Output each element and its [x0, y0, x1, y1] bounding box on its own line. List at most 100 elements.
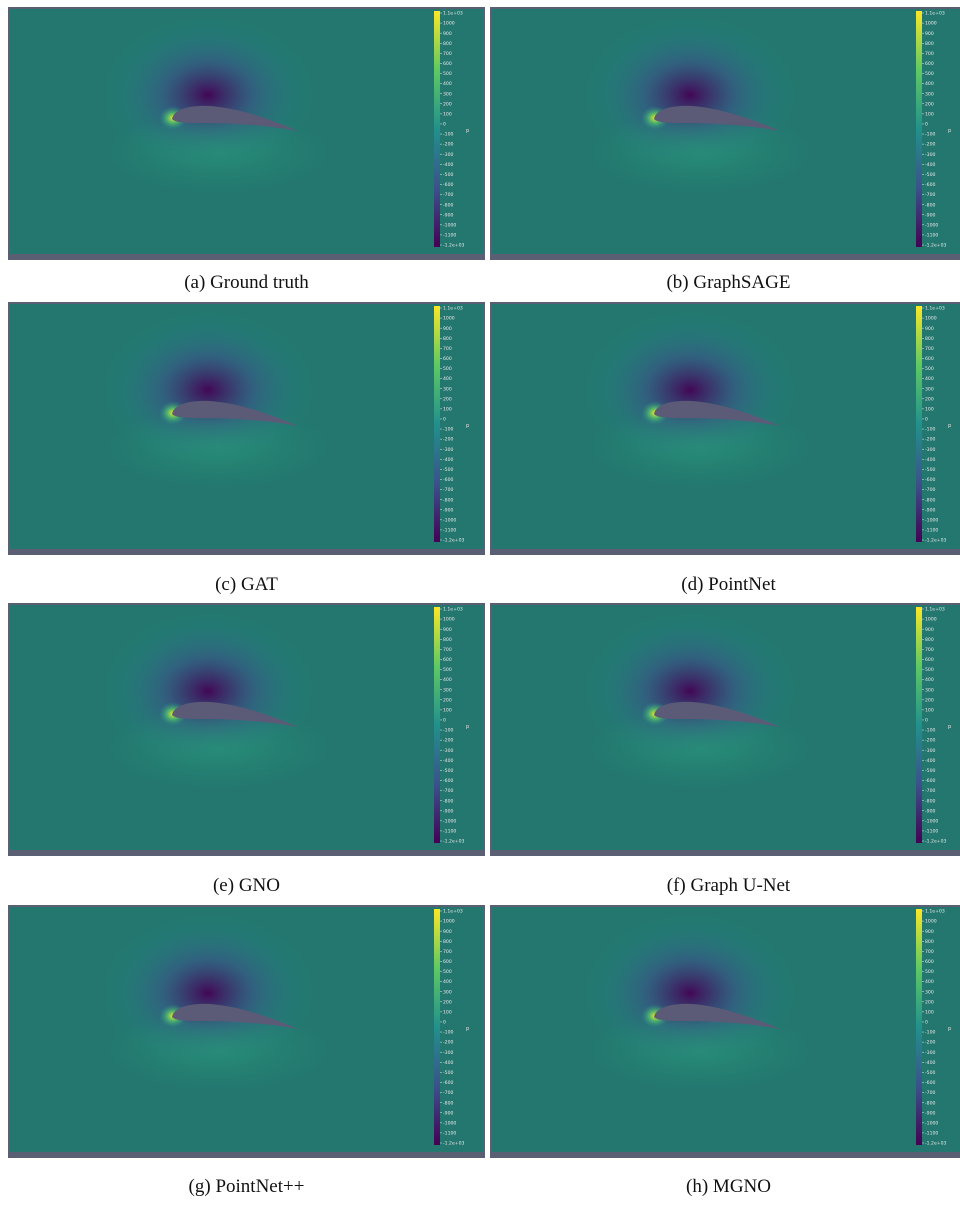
- pressure-field-plot: 1.1e+0310009008007006005004003002001000-…: [490, 7, 960, 260]
- colorbar-tick-label: 1.1e+03: [925, 306, 945, 312]
- colorbar-tick-label: 700: [443, 949, 452, 955]
- airfoil-shape: [654, 105, 780, 131]
- colorbar-tick-label: 900: [925, 326, 934, 332]
- colorbar-tick-label: 800: [443, 939, 452, 945]
- colorbar-tick-label: 0: [925, 718, 928, 724]
- colorbar-tick-label: -900: [925, 808, 936, 814]
- colorbar-tick-label: 200: [925, 101, 934, 107]
- colorbar: [916, 306, 922, 542]
- colorbar-tick-label: -800: [443, 202, 454, 208]
- colorbar-tick-label: 500: [925, 366, 934, 372]
- caption-gno: (e) GNO: [212, 875, 280, 896]
- colorbar: [434, 607, 440, 843]
- airfoil-shape: [172, 701, 298, 727]
- colorbar-tick-label: -1.2e+03: [925, 538, 947, 544]
- colorbar-tick-label: 100: [443, 111, 452, 117]
- colorbar-tick-label: 800: [443, 336, 452, 342]
- colorbar-tick-label: 300: [443, 989, 452, 995]
- colorbar-tick-label: 0: [925, 417, 928, 423]
- colorbar-tick-label: -300: [925, 1050, 936, 1056]
- colorbar-tick-label: 600: [443, 356, 452, 362]
- colorbar-tick-label: 0: [925, 122, 928, 128]
- caption-gat: (c) GAT: [215, 574, 278, 595]
- colorbar-tick-label: 900: [443, 326, 452, 332]
- pressure-field-plot: 1.1e+0310009008007006005004003002001000-…: [490, 603, 960, 856]
- colorbar-tick-label: -800: [925, 798, 936, 804]
- colorbar-tick-label: -100: [443, 427, 454, 433]
- colorbar-tick-label: -1000: [443, 517, 456, 523]
- colorbar-tick-label: -800: [443, 497, 454, 503]
- colorbar-tick-label: 300: [925, 989, 934, 995]
- colorbar-tick-label: -500: [925, 768, 936, 774]
- colorbar-tick-label: -200: [925, 738, 936, 744]
- colorbar-tick-label: 100: [925, 707, 934, 713]
- colorbar-tick-label: 1000: [925, 919, 937, 925]
- colorbar-tick-label: 300: [443, 91, 452, 97]
- colorbar-tick-label: -400: [925, 1060, 936, 1066]
- colorbar-tick-label: -700: [443, 192, 454, 198]
- colorbar-tick-label: 1.1e+03: [925, 607, 945, 613]
- colorbar-tick-label: 600: [925, 959, 934, 965]
- colorbar-tick-label: 400: [925, 81, 934, 87]
- colorbar-tick-label: 300: [925, 386, 934, 392]
- caption-pointnet: (d) PointNet: [681, 574, 776, 595]
- colorbar-tick-label: -600: [443, 778, 454, 784]
- colorbar-tick-label: -900: [443, 212, 454, 218]
- colorbar-tick-label: 100: [443, 707, 452, 713]
- caption-graphsage: (b) GraphSAGE: [666, 272, 791, 293]
- colorbar-tick-label: 200: [925, 999, 934, 1005]
- colorbar-title: p: [466, 423, 469, 429]
- caption-graph-unet: (f) Graph U-Net: [666, 875, 791, 896]
- colorbar-tick-label: -700: [443, 1090, 454, 1096]
- airfoil-shape: [172, 1003, 298, 1029]
- colorbar-tick-label: -600: [925, 1080, 936, 1086]
- colorbar-tick-label: -200: [443, 437, 454, 443]
- colorbar-tick-label: -100: [443, 728, 454, 734]
- colorbar-tick-label: 800: [925, 637, 934, 643]
- colorbar-tick-label: 500: [925, 969, 934, 975]
- colorbar-tick-label: 300: [443, 687, 452, 693]
- colorbar-tick-label: 900: [443, 929, 452, 935]
- colorbar-tick-label: -300: [443, 1050, 454, 1056]
- colorbar-tick-label: -700: [443, 788, 454, 794]
- colorbar-tick-label: 1.1e+03: [443, 909, 463, 915]
- caption-mgno: (h) MGNO: [686, 1176, 771, 1197]
- colorbar-tick-label: 300: [925, 91, 934, 97]
- colorbar-tick-label: -100: [925, 132, 936, 138]
- colorbar-tick-label: 1000: [443, 21, 455, 27]
- panel-graph-unet: 1.1e+03 1000 900 800 700 600 500 400 300 200 100 0-…: [490, 603, 960, 856]
- colorbar-tick-label: -500: [925, 1070, 936, 1076]
- colorbar-tick-label: 900: [443, 627, 452, 633]
- colorbar-tick-label: -400: [443, 162, 454, 168]
- colorbar-tick-label: -100: [925, 427, 936, 433]
- colorbar-tick-label: -100: [925, 728, 936, 734]
- colorbar-tick-label: -200: [925, 437, 936, 443]
- colorbar-tick-label: 400: [925, 677, 934, 683]
- colorbar-tick-label: -100: [443, 1030, 454, 1036]
- colorbar-tick-label: -1100: [443, 528, 456, 534]
- airfoil-shape: [172, 105, 298, 131]
- colorbar-tick-label: 700: [443, 346, 452, 352]
- colorbar-tick-label: -800: [443, 1100, 454, 1106]
- colorbar-tick-label: -1000: [925, 222, 938, 228]
- colorbar-tick-label: 700: [443, 647, 452, 653]
- colorbar-tick-label: -1000: [925, 1120, 938, 1126]
- colorbar-tick-label: 1.1e+03: [925, 909, 945, 915]
- colorbar-tick-label: -200: [443, 738, 454, 744]
- colorbar-tick-label: -1100: [925, 829, 938, 835]
- panel-gno: 1.1e+03 1000 900 800 700 600 500 400 300 200 100 0-…: [8, 603, 485, 856]
- colorbar-tick-label: -300: [925, 748, 936, 754]
- colorbar-tick-label: -900: [925, 212, 936, 218]
- colorbar: [916, 909, 922, 1145]
- colorbar-tick-label: -1000: [443, 222, 456, 228]
- colorbar-tick-label: -1.2e+03: [443, 243, 465, 249]
- colorbar-tick-label: -600: [925, 778, 936, 784]
- colorbar-tick-label: -800: [925, 1100, 936, 1106]
- colorbar-tick-label: -700: [925, 1090, 936, 1096]
- colorbar-tick-label: -500: [443, 768, 454, 774]
- panel-pointnetpp: 1.1e+03 1000 900 800 700 600 500 400 300 200 100 0-…: [8, 905, 485, 1158]
- colorbar-tick-label: 400: [925, 979, 934, 985]
- colorbar-tick-label: -600: [925, 477, 936, 483]
- colorbar-tick-label: 400: [925, 376, 934, 382]
- colorbar-tick-label: 700: [443, 51, 452, 57]
